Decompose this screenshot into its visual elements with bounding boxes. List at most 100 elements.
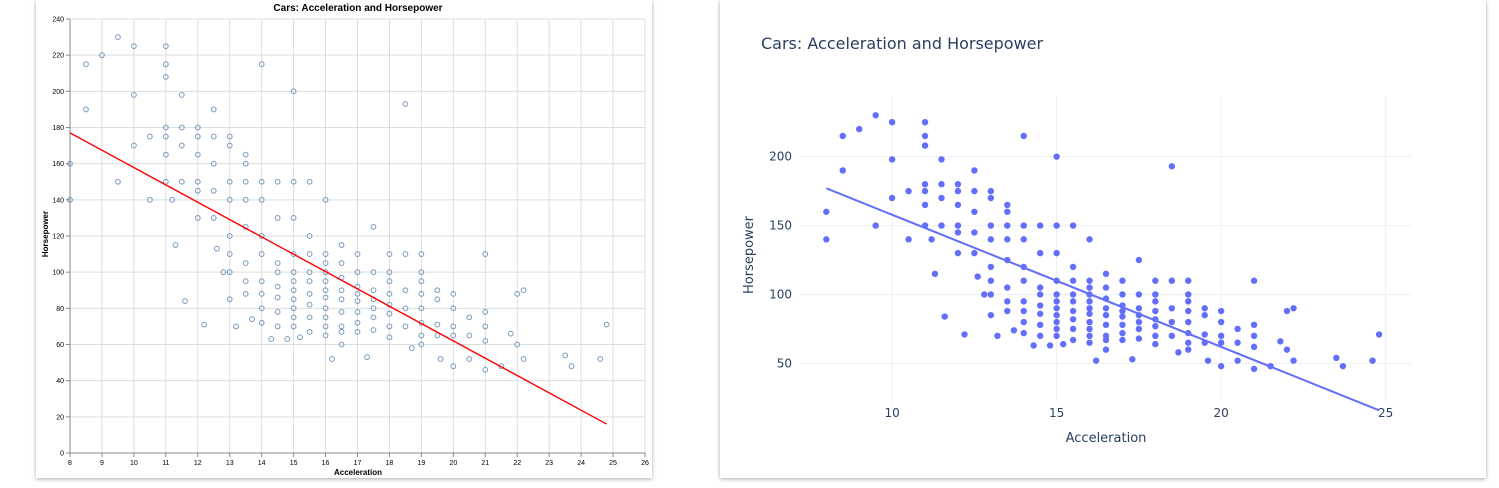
data-point — [1250, 365, 1258, 373]
data-point — [290, 215, 297, 221]
data-point — [1069, 307, 1077, 315]
data-point — [214, 245, 220, 252]
x-tick-label: 21 — [481, 460, 489, 467]
y-tick-label: 240 — [52, 17, 64, 24]
data-point — [242, 160, 249, 167]
data-point — [888, 194, 896, 202]
data-point — [322, 323, 329, 330]
data-point — [1053, 153, 1060, 160]
data-point — [354, 290, 361, 297]
data-point — [1283, 346, 1291, 353]
x-tick-label: 10 — [884, 406, 899, 420]
data-point — [1185, 277, 1192, 284]
data-point — [928, 236, 935, 243]
data-point — [839, 132, 846, 140]
regression-line-group — [825, 187, 1380, 412]
data-point — [1201, 339, 1208, 346]
data-point — [938, 194, 945, 202]
data-point — [1060, 340, 1067, 348]
data-point — [290, 287, 297, 294]
x-tick-label: 15 — [290, 460, 298, 467]
data-point — [482, 366, 489, 373]
vega-chart-panel: Cars: Acceleration and Horsepower 8 9 10 11… — [36, 0, 652, 478]
data-point — [290, 314, 297, 321]
y-axis: 0 20 40 60 80 100 120 140 160 180 200 220 240 — [52, 17, 71, 458]
data-point — [194, 151, 201, 158]
data-point — [1069, 325, 1077, 333]
regression-line-group — [69, 132, 608, 425]
data-point — [1004, 256, 1011, 264]
data-point — [1135, 335, 1143, 342]
data-point — [1369, 357, 1376, 364]
data-point — [568, 363, 575, 370]
chart-title: Cars: Acceleration and Horsepower — [761, 34, 1044, 53]
data-point — [233, 323, 240, 330]
data-point — [1020, 298, 1027, 305]
data-point — [322, 251, 329, 257]
data-point — [1069, 263, 1077, 271]
data-point — [1217, 339, 1225, 346]
data-point — [322, 278, 329, 285]
data-point — [306, 269, 313, 276]
plotly-scatter-chart: Cars: Acceleration and Horsepower 10 15 20… — [742, 34, 1412, 446]
data-point — [1086, 339, 1093, 346]
chart-title: Cars: Acceleration and Horsepower — [273, 3, 442, 14]
data-point — [1036, 222, 1044, 229]
data-point — [146, 133, 153, 140]
data-point — [987, 311, 995, 319]
data-point — [354, 328, 361, 335]
data-point — [1020, 222, 1027, 229]
data-point — [1217, 332, 1225, 340]
data-point — [370, 269, 377, 276]
x-tick-label: 26 — [641, 460, 649, 467]
x-tick-label: 8 — [68, 460, 72, 467]
data-point — [1283, 307, 1291, 315]
x-tick-label: 23 — [545, 460, 553, 467]
data-point — [242, 178, 249, 185]
data-point — [450, 363, 457, 370]
data-point — [1168, 318, 1176, 326]
data-point — [872, 112, 879, 119]
data-point — [194, 215, 201, 221]
data-point — [1086, 277, 1093, 284]
data-point — [178, 124, 185, 131]
data-point — [1119, 307, 1126, 315]
data-point — [418, 278, 425, 285]
data-point — [226, 233, 233, 239]
data-point — [1086, 318, 1093, 326]
data-point — [306, 328, 313, 335]
data-point — [1004, 307, 1011, 315]
x-tick-label: 10 — [130, 460, 138, 467]
data-point — [971, 208, 978, 215]
data-point — [146, 196, 153, 203]
data-point — [1135, 256, 1143, 264]
data-point — [888, 156, 896, 163]
data-point — [274, 260, 281, 267]
data-point — [274, 309, 281, 315]
data-point — [597, 356, 604, 362]
data-point — [1339, 362, 1347, 370]
data-point — [1053, 311, 1060, 319]
data-point — [1185, 307, 1192, 315]
data-point — [1250, 321, 1258, 329]
data-point — [322, 260, 329, 267]
data-point — [1152, 307, 1159, 315]
data-point — [1020, 132, 1027, 140]
x-tick-label: 11 — [162, 460, 169, 467]
data-point — [338, 328, 345, 335]
data-point — [1277, 338, 1284, 345]
data-point — [178, 178, 185, 185]
data-point — [1152, 277, 1159, 284]
data-point — [338, 242, 345, 248]
data-point — [364, 354, 370, 361]
data-point — [1020, 263, 1027, 271]
data-point — [1004, 284, 1011, 291]
data-point — [322, 305, 329, 312]
data-point — [466, 332, 473, 339]
regression-line — [69, 132, 608, 425]
data-point — [1204, 357, 1212, 364]
data-point — [220, 269, 227, 276]
data-point — [386, 310, 393, 317]
x-tick-label: 14 — [258, 460, 266, 467]
data-point — [921, 118, 929, 126]
